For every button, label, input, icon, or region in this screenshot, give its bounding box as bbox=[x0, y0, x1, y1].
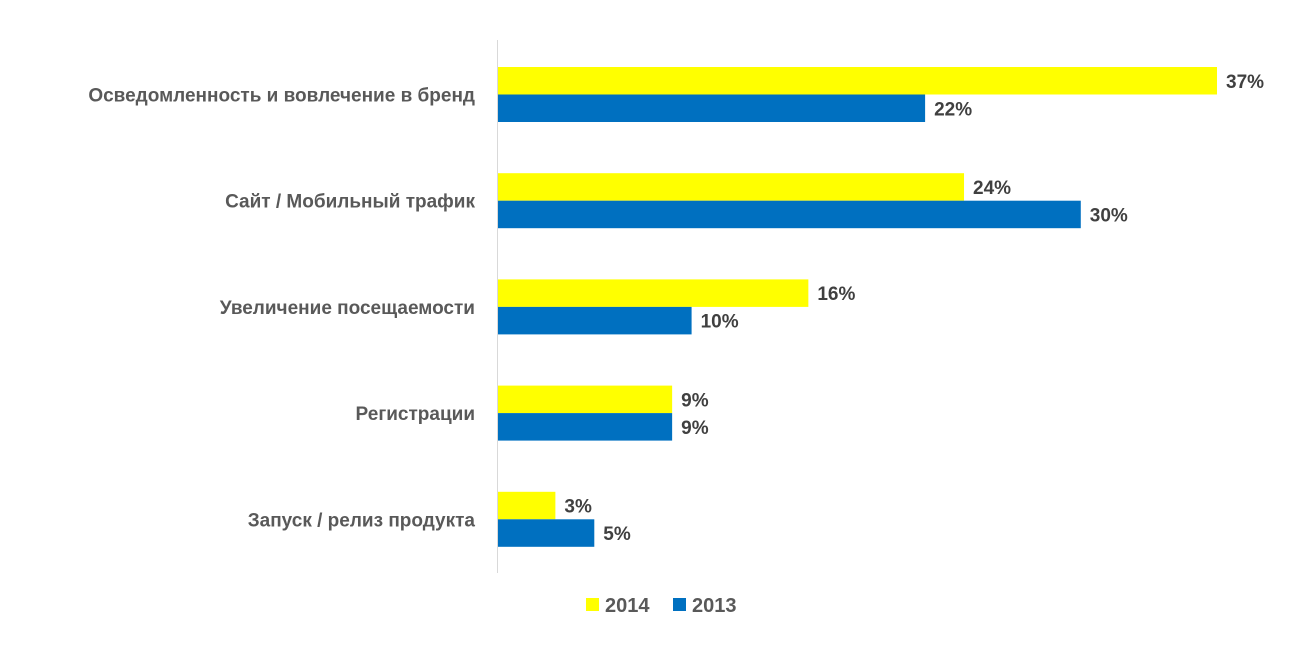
data-label: 9% bbox=[681, 418, 709, 439]
data-label: 5% bbox=[603, 524, 631, 545]
bar-2014 bbox=[497, 67, 1217, 95]
data-label: 37% bbox=[1226, 72, 1264, 93]
category-label: Увеличение посещаемости bbox=[220, 298, 475, 319]
category-label: Осведомленность и вовлечение в бренд bbox=[88, 86, 475, 107]
data-label: 10% bbox=[701, 312, 739, 333]
data-label: 24% bbox=[973, 178, 1011, 199]
bar-2013 bbox=[497, 306, 692, 335]
bar-2014 bbox=[497, 491, 556, 520]
legend-swatch-2013 bbox=[673, 598, 686, 611]
data-label: 3% bbox=[564, 497, 592, 518]
bar-2013 bbox=[497, 519, 595, 547]
bar-2013 bbox=[497, 94, 926, 122]
category-label: Регистрации bbox=[356, 404, 475, 425]
legend-swatch-2014 bbox=[586, 598, 599, 611]
bar-2014 bbox=[497, 385, 673, 414]
bar-2014 bbox=[497, 279, 809, 307]
category-label: Запуск / релиз продукта bbox=[248, 510, 476, 531]
data-label: 22% bbox=[934, 99, 972, 120]
legend-label: 2014 bbox=[605, 595, 650, 617]
legend-label: 2013 bbox=[692, 595, 737, 617]
data-label: 9% bbox=[681, 390, 709, 411]
bar-2013 bbox=[497, 200, 1081, 229]
bar-2014 bbox=[497, 173, 965, 201]
bar-2013 bbox=[497, 413, 673, 441]
data-label: 16% bbox=[817, 284, 855, 305]
category-label: Сайт / Мобильный трафик bbox=[225, 192, 475, 213]
data-label: 30% bbox=[1090, 205, 1128, 226]
